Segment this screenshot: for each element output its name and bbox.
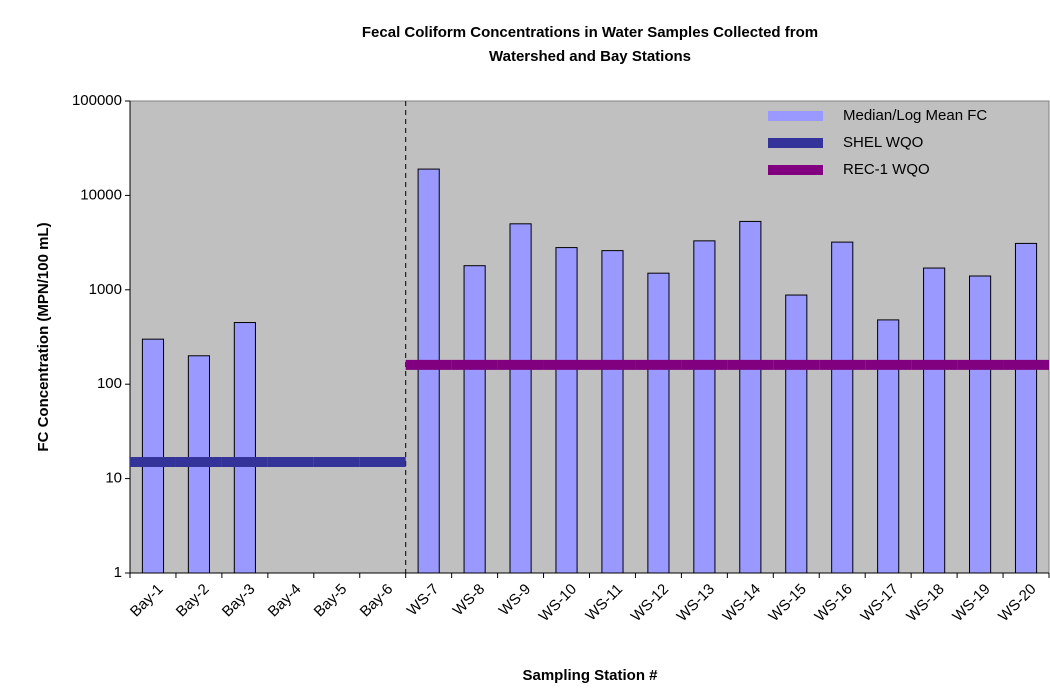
x-tick-label: WS-17 [857,581,901,625]
x-tick-label: WS-16 [811,581,855,625]
x-tick-label: Bay-1 [127,581,167,621]
x-tick-label: WS-11 [582,581,626,625]
y-tick-label: 1000 [89,281,122,298]
y-tick-label: 100000 [72,92,122,109]
legend-label: REC-1 WQO [843,161,930,178]
x-tick-label: Bay-4 [265,581,305,621]
bar [463,265,486,574]
legend-label: SHEL WQO [843,134,923,151]
bar [831,241,854,574]
bar [785,294,808,574]
bar [1014,242,1038,574]
chart-title: Watershed and Bay Stations [489,48,691,65]
bar [233,322,256,574]
y-tick-label: 10000 [80,186,122,203]
y-tick-label: 100 [97,375,122,392]
y-tick-label: 1 [114,564,122,581]
bar [693,240,716,574]
x-tick-label: WS-20 [995,581,1039,625]
y-axis-label: FC Concentration (MPN/100 mL) [35,222,52,451]
x-tick-label: WS-12 [628,581,672,625]
bar [969,275,992,574]
x-axis-label: Sampling Station # [522,667,658,684]
bar [877,319,900,574]
bar [141,338,165,574]
x-tick-label: Bay-5 [311,581,351,621]
x-tick-label: WS-18 [903,581,947,625]
x-tick-label: WS-13 [674,581,718,625]
x-tick-label: Bay-3 [219,581,259,621]
bar [923,267,946,574]
x-tick-label: WS-8 [450,581,489,620]
x-tick-label: WS-9 [496,581,535,620]
bar [647,272,670,574]
x-tick-label: WS-19 [949,581,993,625]
x-tick-label: Bay-2 [173,581,213,621]
bar [417,168,440,574]
bar [601,250,624,574]
bar [555,247,578,574]
bar [739,220,762,574]
x-tick-label: WS-14 [720,581,764,625]
chart-title: Fecal Coliform Concentrations in Water S… [362,24,818,41]
y-tick-label: 10 [105,470,122,487]
x-tick-label: Bay-6 [357,581,397,621]
x-tick-label: WS-10 [536,581,580,625]
legend-label: Median/Log Mean FC [843,107,987,124]
bar [509,223,532,574]
x-tick-label: WS-15 [765,581,809,625]
x-tick-label: WS-7 [404,581,443,620]
